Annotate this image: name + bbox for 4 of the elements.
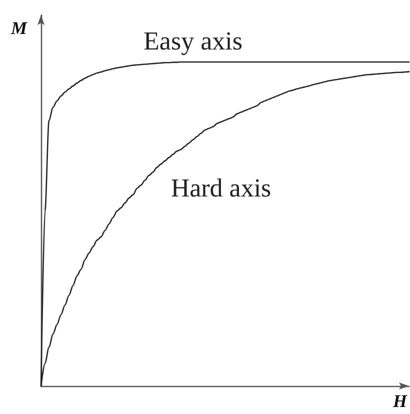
series-label: Easy axis — [144, 26, 242, 56]
y-axis-title: M — [10, 18, 28, 38]
series-label: Hard axis — [170, 173, 272, 202]
x-axis-title: H — [392, 391, 408, 411]
